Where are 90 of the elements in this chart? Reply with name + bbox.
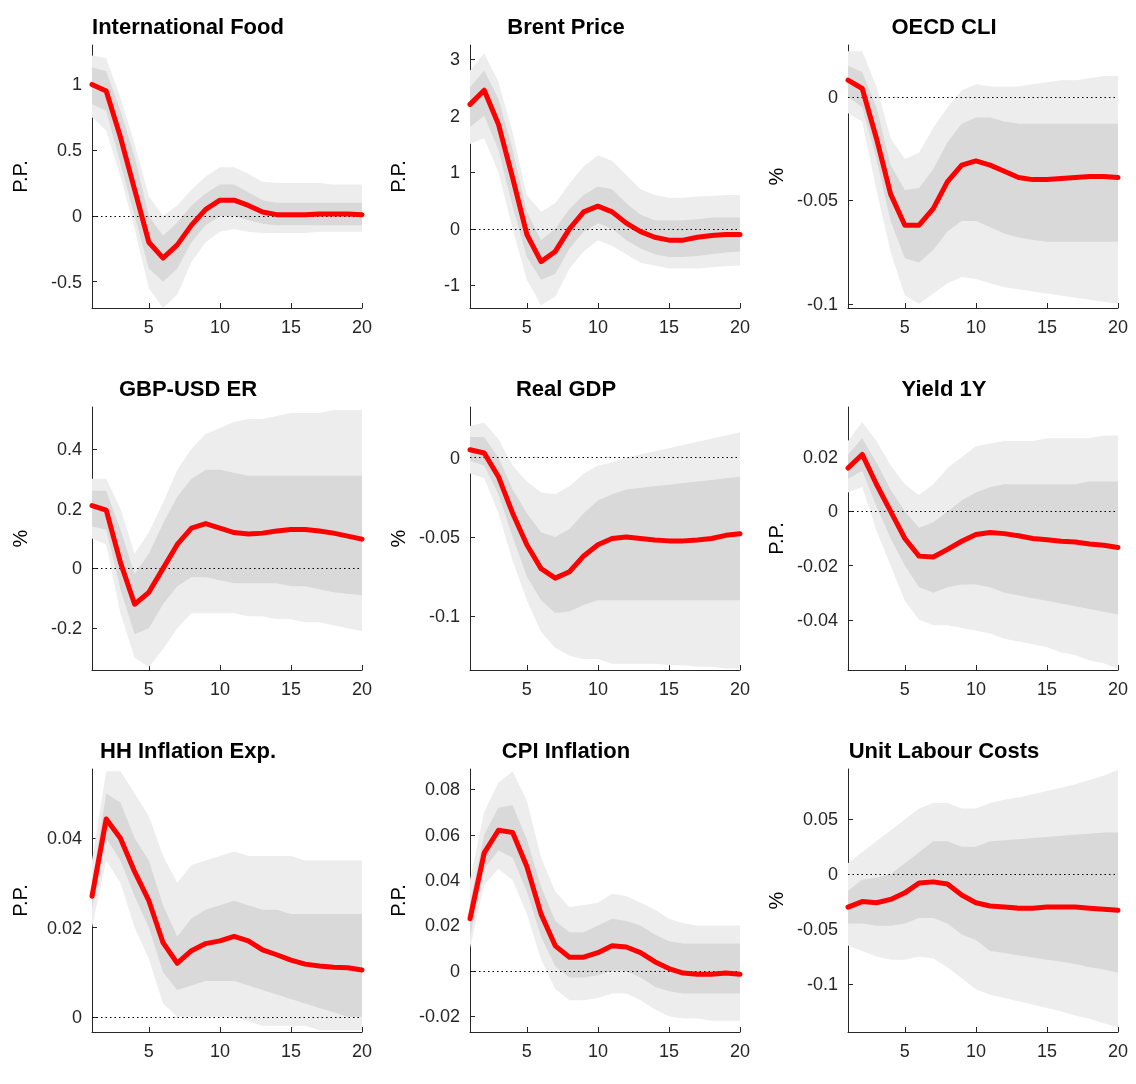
chart-title: International Food <box>92 13 284 39</box>
y-tick-label: 0.06 <box>424 824 460 845</box>
x-tick-label: 5 <box>143 1041 154 1061</box>
x-tick-label: 10 <box>965 1041 986 1061</box>
x-tick-label: 20 <box>1107 317 1129 337</box>
y-axis-title: % <box>9 529 31 548</box>
x-tick-label: 10 <box>965 317 986 337</box>
x-tick-label: 15 <box>1036 317 1057 337</box>
y-tick-label: -0.04 <box>796 609 838 630</box>
y-tick-label: 1 <box>449 162 460 183</box>
x-tick-label: 10 <box>965 679 986 699</box>
y-tick-label: -0.1 <box>806 973 838 994</box>
y-tick-label: 0 <box>71 205 82 226</box>
y-tick-label: 0 <box>71 558 82 579</box>
x-tick-label: 15 <box>658 1041 679 1061</box>
x-tick-label: 10 <box>587 679 608 699</box>
x-tick-label: 15 <box>1036 679 1057 699</box>
y-tick-label: 0 <box>449 960 460 981</box>
x-tick-label: 15 <box>280 1041 301 1061</box>
y-tick-label: 0.2 <box>56 498 82 519</box>
y-tick-label: -1 <box>443 275 460 296</box>
y-axis-title: P.P. <box>9 884 31 917</box>
y-tick-label: 0.02 <box>424 915 460 936</box>
y-axis-title: P.P. <box>387 160 409 193</box>
y-tick-label: 0.02 <box>46 917 82 938</box>
y-tick-label: -0.5 <box>50 271 82 292</box>
y-tick-label: 0.04 <box>46 828 82 849</box>
x-tick-label: 10 <box>209 1041 230 1061</box>
y-tick-label: 0 <box>449 447 460 468</box>
chart-title: Brent Price <box>507 13 625 39</box>
y-tick-label: 0.08 <box>424 779 460 800</box>
x-tick-label: 5 <box>143 679 154 699</box>
y-axis-title: P.P. <box>9 160 31 193</box>
x-tick-label: 20 <box>729 317 751 337</box>
x-tick-label: 15 <box>1036 1041 1057 1061</box>
y-tick-label: 0 <box>449 218 460 239</box>
y-tick-label: 0 <box>827 501 838 522</box>
y-tick-label: 0.05 <box>802 809 838 830</box>
y-tick-label: 0.4 <box>56 438 82 459</box>
y-axis-title: % <box>765 167 787 186</box>
x-tick-label: 5 <box>521 317 532 337</box>
y-tick-label: -0.1 <box>806 293 838 314</box>
chart-title: Unit Labour Costs <box>848 737 1040 763</box>
x-tick-label: 15 <box>280 317 301 337</box>
x-tick-label: 10 <box>587 317 608 337</box>
y-tick-label: 2 <box>449 105 460 126</box>
y-axis-title: P.P. <box>765 522 787 555</box>
y-axis-title: P.P. <box>387 884 409 917</box>
x-tick-label: 20 <box>351 679 373 699</box>
y-tick-label: -0.1 <box>428 606 460 627</box>
y-tick-label: 0.02 <box>802 447 838 468</box>
x-tick-label: 10 <box>209 679 230 699</box>
x-tick-label: 5 <box>521 1041 532 1061</box>
chart-title: GBP-USD ER <box>118 375 258 401</box>
y-tick-label: -0.05 <box>418 526 460 547</box>
x-tick-label: 15 <box>280 679 301 699</box>
x-tick-label: 5 <box>899 1041 910 1061</box>
x-tick-label: 20 <box>729 1041 751 1061</box>
x-tick-label: 20 <box>1107 1041 1129 1061</box>
x-tick-label: 15 <box>658 679 679 699</box>
chart-title: Yield 1Y <box>901 375 987 401</box>
y-tick-label: 0 <box>827 864 838 885</box>
y-tick-label: -0.05 <box>796 190 838 211</box>
x-tick-label: 5 <box>521 679 532 699</box>
y-tick-label: -0.2 <box>50 618 82 639</box>
x-tick-label: 10 <box>587 1041 608 1061</box>
y-tick-label: -0.02 <box>796 555 838 576</box>
y-tick-label: -0.02 <box>418 1006 460 1027</box>
x-tick-label: 5 <box>899 317 910 337</box>
y-axis-title: % <box>765 891 787 910</box>
y-tick-label: -0.05 <box>796 918 838 939</box>
x-tick-label: 20 <box>351 1041 373 1061</box>
y-axis-title: % <box>387 529 409 548</box>
x-tick-label: 5 <box>899 679 910 699</box>
x-tick-label: 20 <box>729 679 751 699</box>
chart-title: HH Inflation Exp. <box>100 737 276 763</box>
x-tick-label: 15 <box>658 317 679 337</box>
y-tick-label: 0.5 <box>56 140 82 161</box>
y-tick-label: 3 <box>449 49 460 70</box>
chart-title: Real GDP <box>515 375 617 401</box>
x-tick-label: 5 <box>143 317 154 337</box>
chart-title: CPI Inflation <box>501 737 631 763</box>
y-tick-label: 0.04 <box>424 870 460 891</box>
x-tick-label: 10 <box>209 317 230 337</box>
chart-title: OECD CLI <box>891 13 997 39</box>
y-tick-label: 0 <box>71 1006 82 1027</box>
x-tick-label: 20 <box>1107 679 1129 699</box>
y-tick-label: 1 <box>71 74 82 95</box>
y-tick-label: 0 <box>827 86 838 107</box>
x-tick-label: 20 <box>351 317 373 337</box>
